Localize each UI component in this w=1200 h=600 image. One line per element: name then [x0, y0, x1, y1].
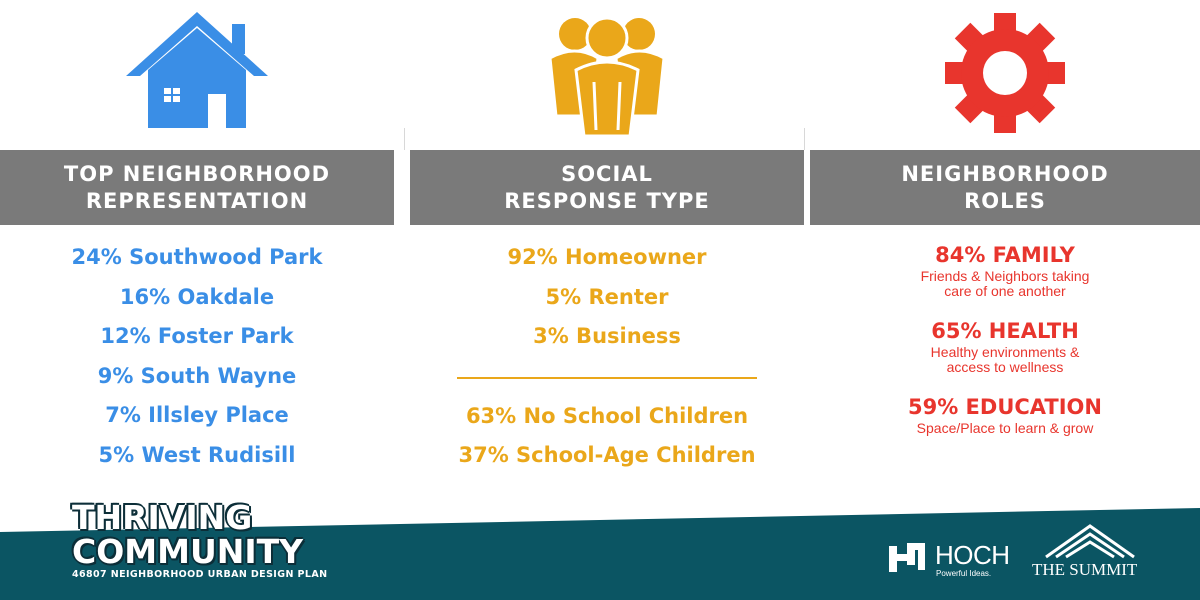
people-group-icon [548, 16, 666, 138]
section-heading: TOP NEIGHBORHOOD REPRESENTATION [0, 150, 394, 225]
house-icon-wrap [0, 0, 394, 150]
section-heading: NEIGHBORHOOD ROLES [810, 150, 1200, 225]
heading-line-2: RESPONSE TYPE [504, 188, 710, 213]
neighborhood-list: 24% Southwood Park 16% Oakdale 12% Foste… [0, 238, 394, 475]
role-description-line: Friends & Neighbors taking [920, 268, 1090, 284]
role-description: Healthy environments & access to wellnes… [810, 345, 1200, 375]
heading-line-1: SOCIAL [561, 161, 653, 186]
role-title: 84% FAMILY [935, 243, 1075, 267]
heading-line-1: NEIGHBORHOOD [901, 161, 1109, 186]
role-title: 65% HEALTH [931, 319, 1079, 343]
list-item: 16% Oakdale [119, 284, 275, 309]
list-item: 12% Foster Park [100, 324, 294, 348]
list-item: 5% Renter [545, 284, 669, 309]
role-description-line: care of one another [944, 283, 1066, 299]
column-neighborhood-roles: NEIGHBORHOOD ROLES 84% FAMILY Friends & … [810, 0, 1200, 500]
roles-list: 84% FAMILY Friends & Neighbors taking ca… [810, 238, 1200, 454]
heading-line-2: ROLES [964, 188, 1046, 213]
list-item: 3% Business [533, 324, 681, 348]
heading-line-1: TOP NEIGHBORHOOD [63, 161, 331, 186]
column-divider [404, 128, 405, 150]
section-heading: SOCIAL RESPONSE TYPE [410, 150, 804, 225]
role-description-line: Space/Place to learn & grow [916, 420, 1094, 436]
response-type-list: 92% Homeowner 5% Renter 3% Business 63% … [410, 238, 804, 476]
brand-subtitle: 46807 NEIGHBORHOOD URBAN DESIGN PLAN [72, 569, 328, 580]
list-item: 9% South Wayne [97, 363, 297, 388]
role-title: 59% EDUCATION [907, 395, 1102, 419]
list-item: 63% No School Children [465, 403, 749, 428]
column-social-response-type: SOCIAL RESPONSE TYPE 92% Homeowner 5% Re… [410, 0, 804, 500]
role-description-line: access to wellness [946, 359, 1064, 375]
brand-title-line-2: COMMUNITY [72, 532, 304, 571]
role-description: Space/Place to learn & grow [810, 421, 1200, 436]
list-item: 24% Southwood Park [71, 245, 323, 269]
hoch-logo-icon [889, 543, 925, 572]
people-icon-wrap [410, 0, 804, 150]
gear-icon-wrap [810, 0, 1200, 150]
house-icon [126, 12, 268, 128]
column-divider [804, 128, 805, 150]
list-item: 5% West Rudisill [98, 442, 296, 467]
brand-title-line-1: THRIVING [72, 498, 253, 537]
heading-line-2: REPRESENTATION [85, 188, 309, 213]
list-item: 7% Illsley Place [105, 403, 289, 427]
gear-icon [945, 13, 1065, 133]
role-description: Friends & Neighbors taking care of one a… [810, 269, 1200, 299]
summit-mountain-icon [1045, 524, 1135, 559]
list-item: 37% School-Age Children [458, 443, 756, 467]
summit-logo-text: THE SUMMIT [1032, 560, 1138, 579]
list-item: 92% Homeowner [507, 245, 707, 269]
role-description-line: Healthy environments & [930, 344, 1080, 360]
hoch-tagline: Powerful Ideas. [936, 569, 992, 578]
column-neighborhood-representation: TOP NEIGHBORHOOD REPRESENTATION 24% Sout… [0, 0, 394, 500]
list-divider [457, 376, 757, 379]
hoch-logo-text: HOCH [935, 540, 1010, 570]
